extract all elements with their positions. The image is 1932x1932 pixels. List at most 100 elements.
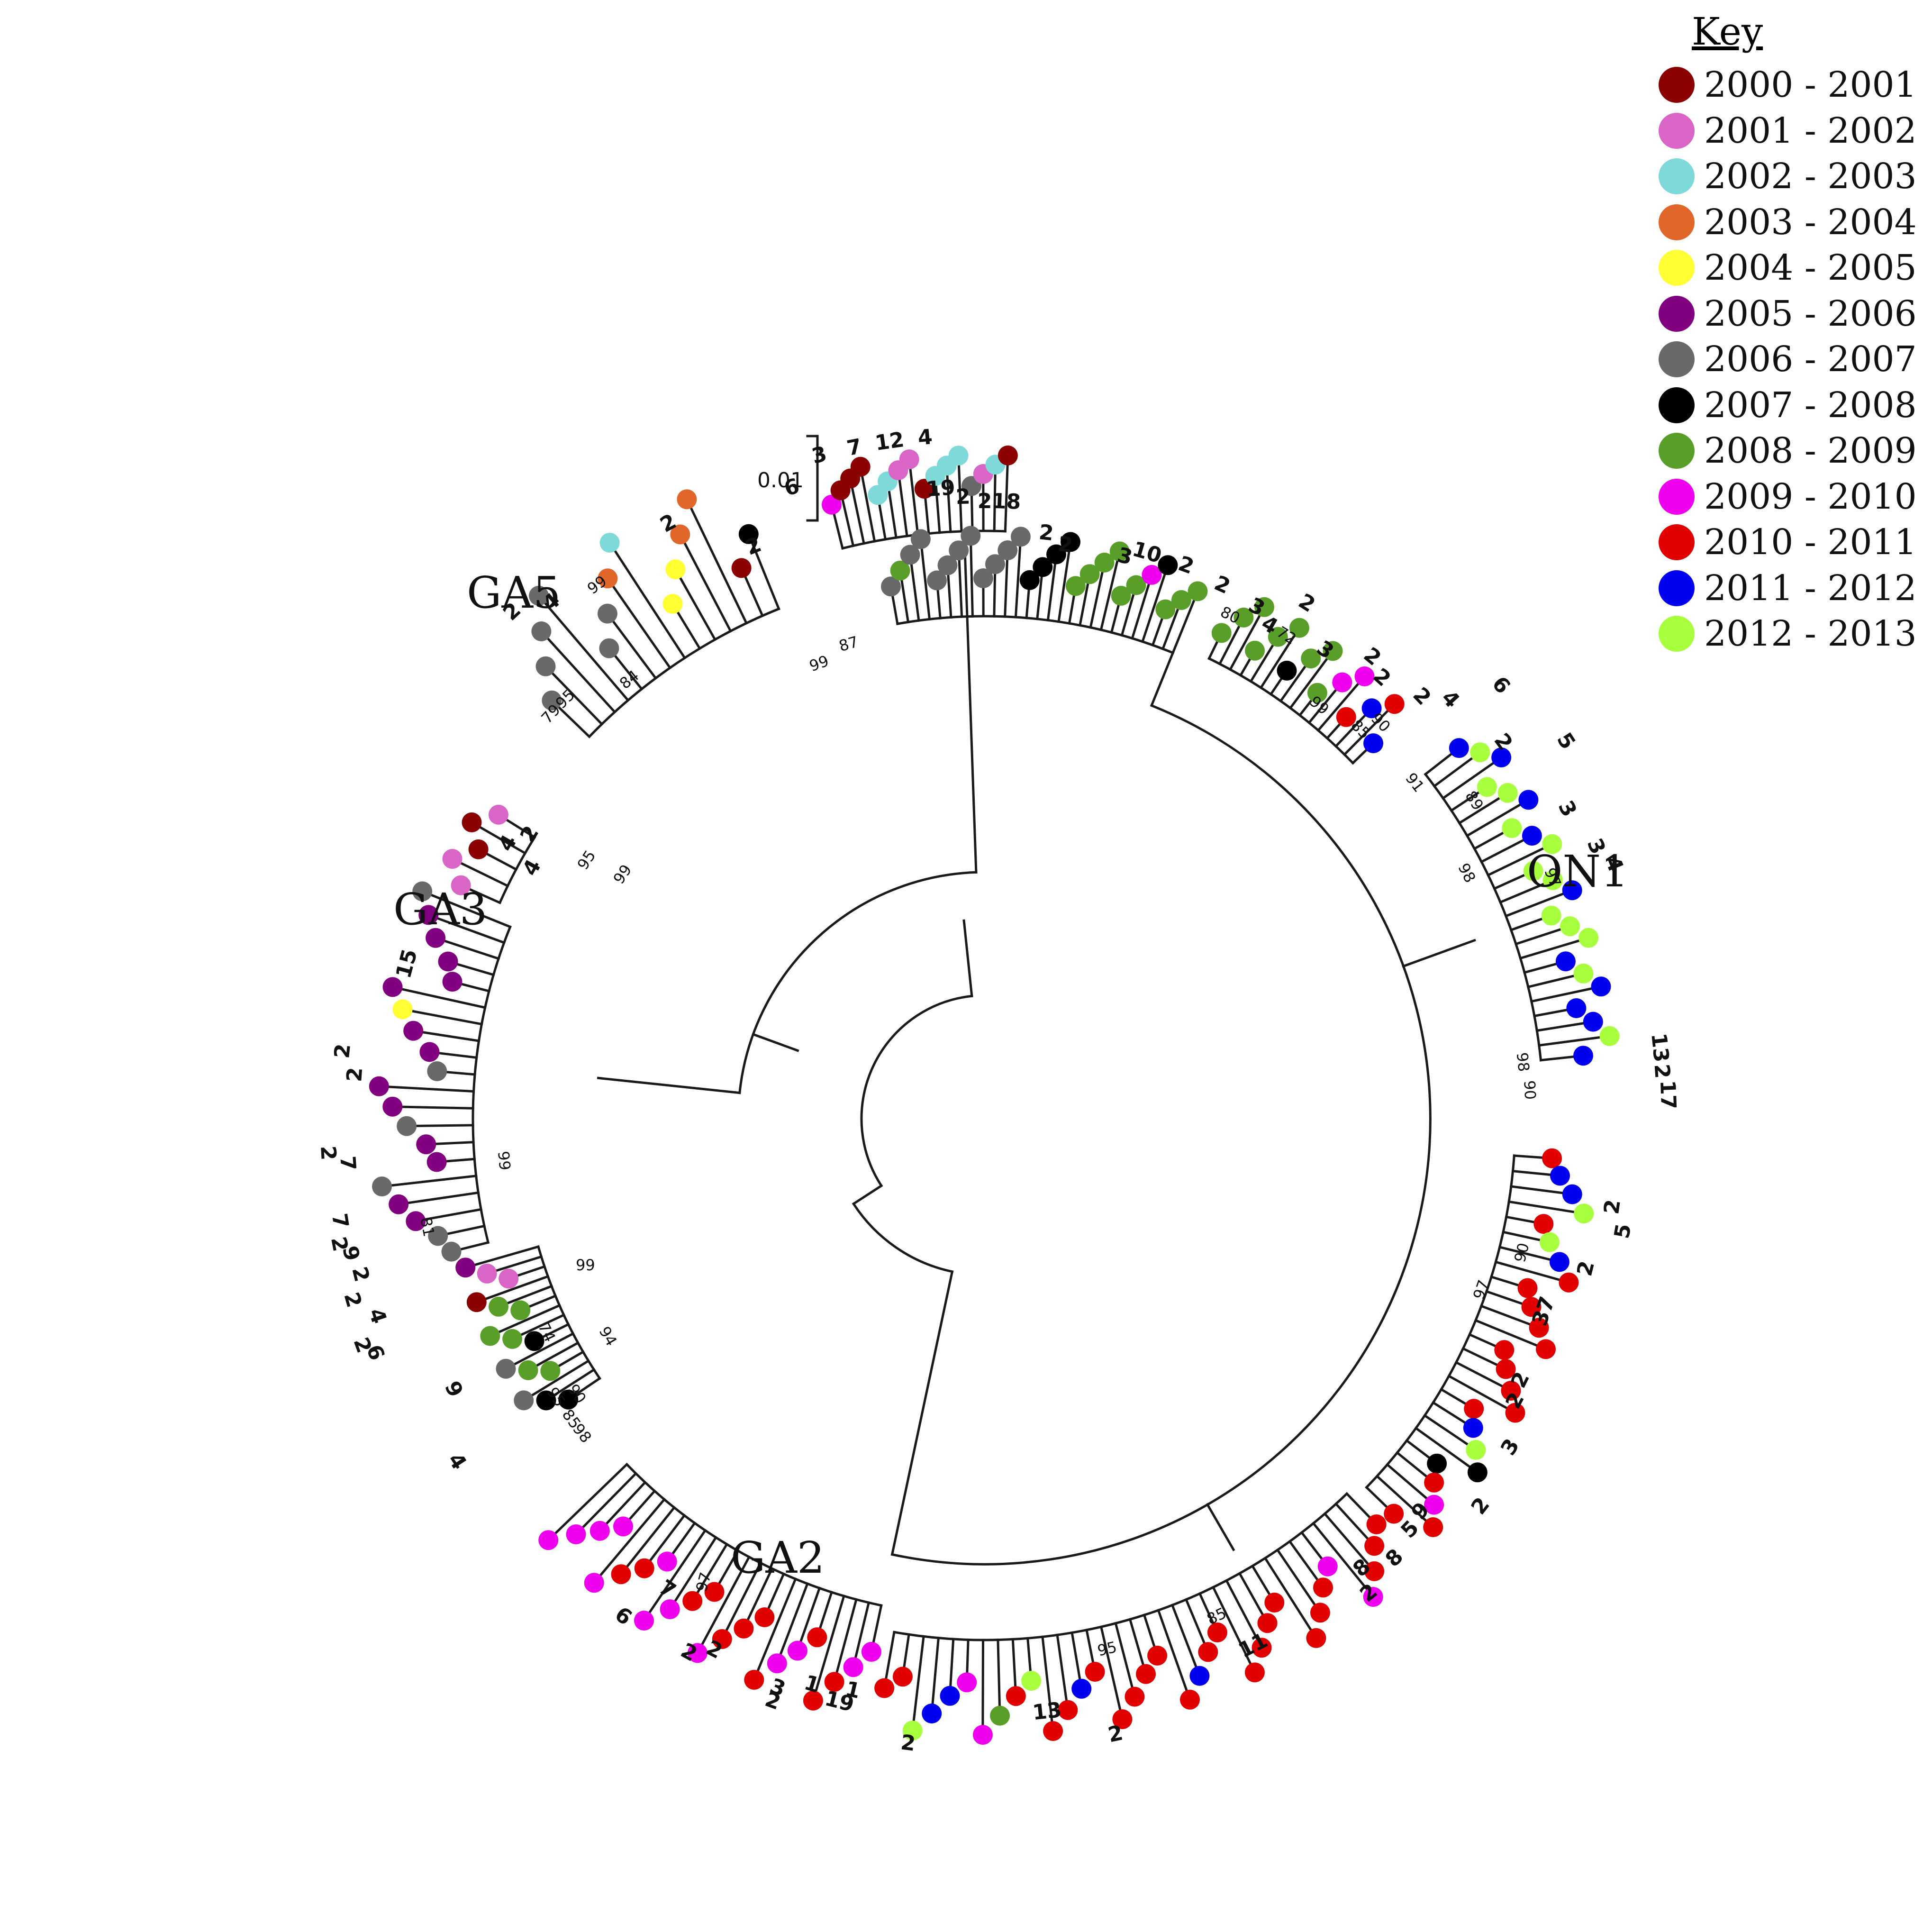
legend-label: 2001 - 2002: [1704, 110, 1917, 151]
ga2b-leaf: [931, 1636, 940, 1704]
tip-marker: [1301, 648, 1321, 669]
on1c-leaf: [1493, 874, 1525, 891]
tip-marker: [1189, 1666, 1210, 1686]
tip-marker: [1562, 1184, 1582, 1204]
ga2c-leaf: [649, 1513, 686, 1562]
tip-marker: [1542, 834, 1562, 854]
ga3b-leaf: [531, 1359, 590, 1397]
tip-count-label: 2: [1369, 664, 1396, 691]
tip-marker: [1559, 1272, 1579, 1293]
ga3b-leaf: [542, 1322, 570, 1339]
on1b-leaf: [1218, 625, 1241, 665]
tip-marker: [1079, 564, 1100, 584]
tip-marker: [1142, 565, 1162, 585]
ga2b-leaf: [1184, 1598, 1206, 1644]
ga2c-leaf: [605, 1480, 647, 1525]
tip-marker: [1467, 1462, 1488, 1483]
ga2b-leaf: [885, 1631, 896, 1679]
on1a-leaf: [947, 574, 952, 619]
tip-marker: [1111, 585, 1131, 606]
on1c-leaf: [1533, 1009, 1568, 1018]
ga2b-leaf: [1011, 1638, 1017, 1687]
tip-marker: [734, 1618, 754, 1639]
tip-count-label: 2: [1056, 532, 1074, 558]
ga2c-leaf: [854, 1601, 871, 1659]
tip-count-label: 2: [330, 1043, 355, 1060]
on1c-leaf: [1479, 838, 1524, 864]
tip-marker: [1198, 1642, 1218, 1662]
ga2b-leaf: [1056, 1633, 1068, 1701]
tip-marker: [1427, 1453, 1447, 1474]
tip-count-label: 2: [978, 489, 992, 513]
tip-marker: [1254, 597, 1274, 617]
on1a-leaf: [1014, 546, 1022, 619]
tip-marker: [1496, 1359, 1516, 1379]
ga2a-leaf: [1365, 1485, 1388, 1508]
ga5b-leaf: [744, 576, 764, 618]
tree-branch: [1150, 651, 1175, 707]
tip-marker: [1155, 599, 1176, 620]
ga2a-leaf: [1468, 1333, 1497, 1348]
on1b-leaf: [1207, 640, 1219, 660]
tip-marker: [536, 1390, 556, 1411]
ga2c-leaf: [674, 1536, 718, 1603]
on1b-arc: [1207, 656, 1355, 765]
ga2c-leaf: [779, 1582, 809, 1655]
tip-marker: [1094, 552, 1115, 573]
ga3b-leaf: [520, 1313, 566, 1336]
clade-labels: GA5 GA3 ON1 GA2: [393, 567, 1628, 1583]
ga5b-leaf: [679, 576, 717, 641]
legend-entry: 2007 - 2008: [1659, 383, 1924, 428]
ga2-ga3-arc: [852, 1202, 954, 1273]
tip-marker: [807, 1627, 827, 1648]
ga3b-leaf: [513, 1332, 575, 1366]
tip-marker: [397, 1116, 417, 1136]
tip-marker: [1058, 1700, 1078, 1720]
tree-branch: [597, 1076, 741, 1094]
tip-marker: [488, 804, 508, 825]
ga2c-leaf: [648, 1529, 707, 1614]
ga3c-leaf: [460, 862, 509, 888]
tip-marker: [744, 1669, 764, 1690]
ga2a-leaf: [1474, 1319, 1538, 1347]
tip-marker: [1423, 1517, 1443, 1537]
ga2a-leaf: [1507, 1200, 1575, 1213]
legend-entry: 2005 - 2006: [1659, 291, 1924, 337]
tip-count-label: 3: [1496, 1434, 1524, 1459]
ga2b-leaf: [1323, 1512, 1370, 1565]
root-arc: [860, 994, 973, 1188]
ga3a-leaf: [422, 1031, 481, 1042]
on1a-leaf: [1099, 560, 1119, 631]
ga5a-leaf: [1004, 465, 1009, 533]
ga2a-leaf: [1513, 1154, 1543, 1159]
legend-swatch: [1659, 341, 1695, 378]
on1c-leaf: [1424, 753, 1452, 776]
tree-branch: [1206, 1503, 1235, 1551]
ga5a-leaf: [833, 513, 844, 550]
tip-count-label: 2: [347, 1264, 374, 1284]
ga2b-leaf: [1070, 1631, 1081, 1680]
tip-marker: [451, 875, 471, 895]
tip-count-label: 6: [1487, 672, 1515, 698]
ga2c-leaf: [767, 1572, 786, 1610]
tip-marker: [1566, 998, 1587, 1018]
ga5b-leaf: [551, 672, 604, 726]
tip-marker: [665, 559, 686, 580]
tree-branch: [963, 539, 978, 874]
tip-marker: [1505, 1403, 1525, 1423]
tip-marker: [634, 1558, 654, 1578]
tip-marker: [584, 1573, 604, 1593]
tip-count-label: 2: [1572, 1258, 1599, 1278]
ga3c-leaf: [506, 819, 536, 839]
ga2b-leaf: [912, 1635, 925, 1722]
ga2a-leaf: [1505, 1215, 1535, 1223]
bootstrap-label: 99: [807, 652, 831, 675]
tip-count-label: 2: [899, 1730, 917, 1756]
ga3c-leaf: [469, 888, 502, 904]
ga3a-leaf: [438, 1052, 478, 1059]
tip-marker: [1539, 1232, 1560, 1252]
on1a-leaf: [1057, 551, 1070, 623]
tip-marker: [957, 1672, 977, 1693]
tip-marker: [881, 576, 901, 597]
legend-label: 2002 - 2003: [1704, 156, 1917, 197]
